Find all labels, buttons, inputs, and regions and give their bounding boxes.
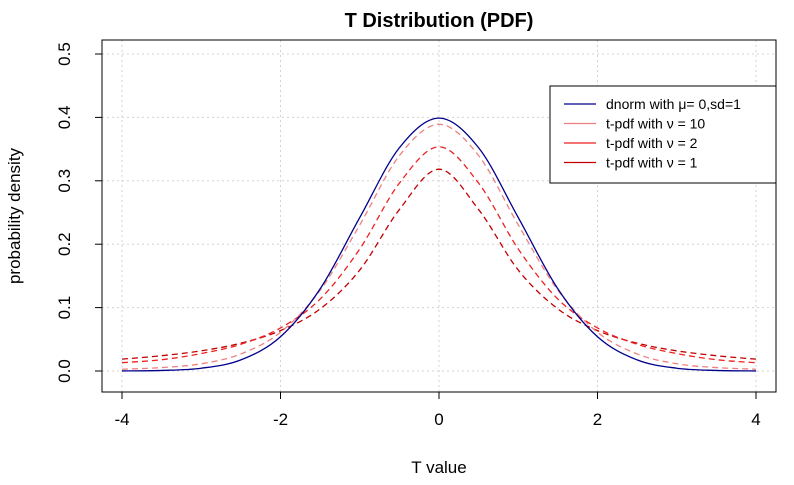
- x-tick-label-3: 2: [593, 410, 602, 429]
- series-line-2: [121, 146, 757, 364]
- x-axis: -4 -2 0 2 4: [114, 391, 761, 429]
- legend-items: dnorm with μ= 0,sd=1 t-pdf with ν = 10 t-p…: [564, 96, 741, 171]
- legend-box: [549, 85, 777, 184]
- legend: dnorm with μ= 0,sd=1 t-pdf with ν = 10 t-p…: [549, 85, 777, 184]
- x-tick-label-4: 4: [751, 410, 760, 429]
- x-tick-label-2: 0: [434, 410, 443, 429]
- legend-label-0: dnorm with μ= 0,sd=1: [606, 96, 741, 112]
- y-tick-label-2: 0.2: [55, 232, 74, 256]
- y-tick-label-1: 0.1: [55, 296, 74, 320]
- series-line-1: [121, 123, 757, 370]
- y-axis: 0.0 0.1 0.2 0.3 0.4 0.5: [55, 42, 103, 383]
- series-line-3: [121, 168, 757, 360]
- y-tick-label-0: 0.0: [55, 359, 74, 383]
- x-tick-label-1: -2: [273, 410, 288, 429]
- chart-title: T Distribution (PDF): [345, 10, 534, 32]
- legend-label-2: t-pdf with ν = 2: [606, 135, 698, 151]
- y-tick-label-4: 0.4: [55, 106, 74, 130]
- y-tick-label-5: 0.5: [55, 42, 74, 66]
- series-layer: [121, 117, 757, 372]
- x-tick-label-0: -4: [114, 410, 129, 429]
- series-line-0: [121, 117, 757, 372]
- y-tick-label-3: 0.3: [55, 169, 74, 193]
- legend-label-1: t-pdf with ν = 10: [606, 116, 705, 132]
- x-axis-label: T value: [411, 458, 466, 477]
- legend-label-3: t-pdf with ν = 1: [606, 155, 698, 171]
- y-axis-label: probability density: [5, 147, 24, 284]
